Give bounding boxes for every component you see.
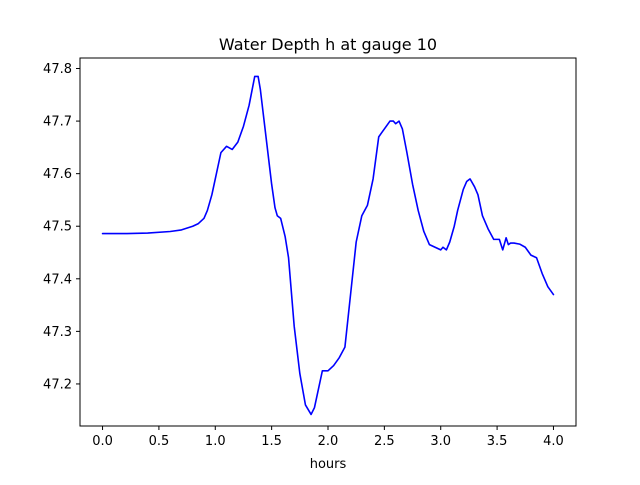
x-tick-label: 4.0 [543, 434, 564, 449]
y-tick-label: 47.5 [43, 220, 72, 235]
x-tick-label: 1.0 [205, 434, 226, 449]
chart-title: Water Depth h at gauge 10 [219, 35, 437, 54]
x-tick-label: 3.5 [487, 434, 508, 449]
ticks-layer: 0.0 0.5 1.0 1.5 2.0 2.5 3.0 3.5 4.0 47.2 47.3 47.4 4… [43, 62, 564, 449]
series-line [101, 75, 555, 416]
x-tick-label: 2.5 [374, 434, 395, 449]
y-tick-label: 47.3 [43, 325, 72, 340]
plot-frame [79, 57, 577, 427]
x-tick-label: 2.0 [318, 434, 339, 449]
y-tick-label: 47.2 [43, 377, 72, 392]
x-axis-label: hours [310, 457, 347, 472]
y-tick-label: 47.7 [43, 115, 72, 130]
x-tick-label: 1.5 [261, 434, 282, 449]
x-tick-label: 0.0 [92, 434, 113, 449]
x-tick-label: 0.5 [149, 434, 170, 449]
x-tick-label: 3.0 [430, 434, 451, 449]
y-tick-label: 47.4 [43, 272, 72, 287]
y-tick-label: 47.6 [43, 167, 72, 182]
series-layer [101, 75, 555, 416]
y-tick-label: 47.8 [43, 62, 72, 77]
